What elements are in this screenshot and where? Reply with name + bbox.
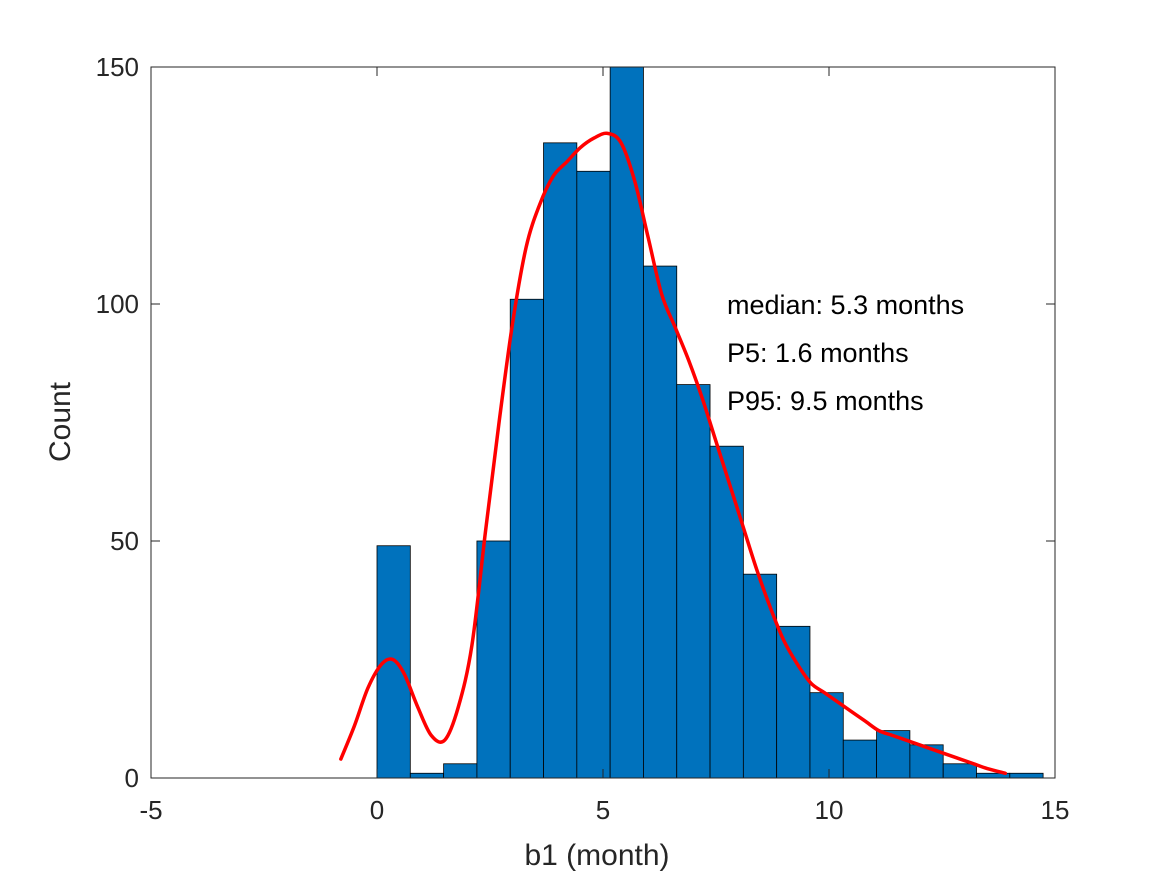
histogram-bar-14 (842, 739, 877, 779)
histogram-bar-11 (742, 573, 778, 779)
median-annotation: median: 5.3 months (727, 290, 964, 320)
histogram-bar-13 (809, 692, 844, 779)
histogram-bar-4 (509, 298, 544, 779)
histogram-bar-19 (1009, 772, 1044, 779)
y-axis-label: Count (44, 381, 77, 462)
histogram-bars (376, 66, 1044, 779)
histogram-bar-6 (576, 170, 611, 779)
x-axis-label: b1 (month) (524, 839, 669, 872)
histogram-bar-1 (409, 772, 445, 779)
x-tick-label: 15 (1041, 795, 1070, 825)
y-tick-label: 100 (96, 289, 139, 319)
y-tick-label: 50 (110, 526, 139, 556)
x-tick-label: 5 (596, 795, 610, 825)
y-tick-label: 150 (96, 52, 139, 82)
p95-annotation: P95: 9.5 months (727, 386, 924, 416)
x-tick-labels: -5 0 5 10 15 (139, 795, 1069, 825)
x-tick-label: 10 (815, 795, 844, 825)
histogram-bar-5 (543, 142, 578, 779)
x-tick-label: 0 (370, 795, 384, 825)
histogram-bar-17 (942, 763, 977, 779)
histogram-bar-15 (876, 730, 911, 779)
y-tick-labels: 0 50 100 150 (96, 52, 139, 793)
histogram-bar-8 (643, 265, 678, 779)
histogram-bar-2 (443, 763, 478, 779)
y-tick-label: 0 (125, 763, 139, 793)
density-curve-line (339, 131, 1008, 776)
histogram-bar-9 (676, 384, 711, 779)
histogram-bar-12 (776, 625, 811, 779)
histogram-bar-16 (909, 744, 944, 779)
p5-annotation: P5: 1.6 months (727, 338, 909, 368)
annotation-group: median: 5.3 months P5: 1.6 months P95: 9… (727, 290, 964, 416)
tick-marks (150, 66, 1056, 779)
histogram-bar-10 (709, 445, 744, 779)
density-curve-layer (339, 131, 1008, 776)
histogram-bar-7 (609, 66, 644, 779)
x-tick-label: -5 (139, 795, 162, 825)
